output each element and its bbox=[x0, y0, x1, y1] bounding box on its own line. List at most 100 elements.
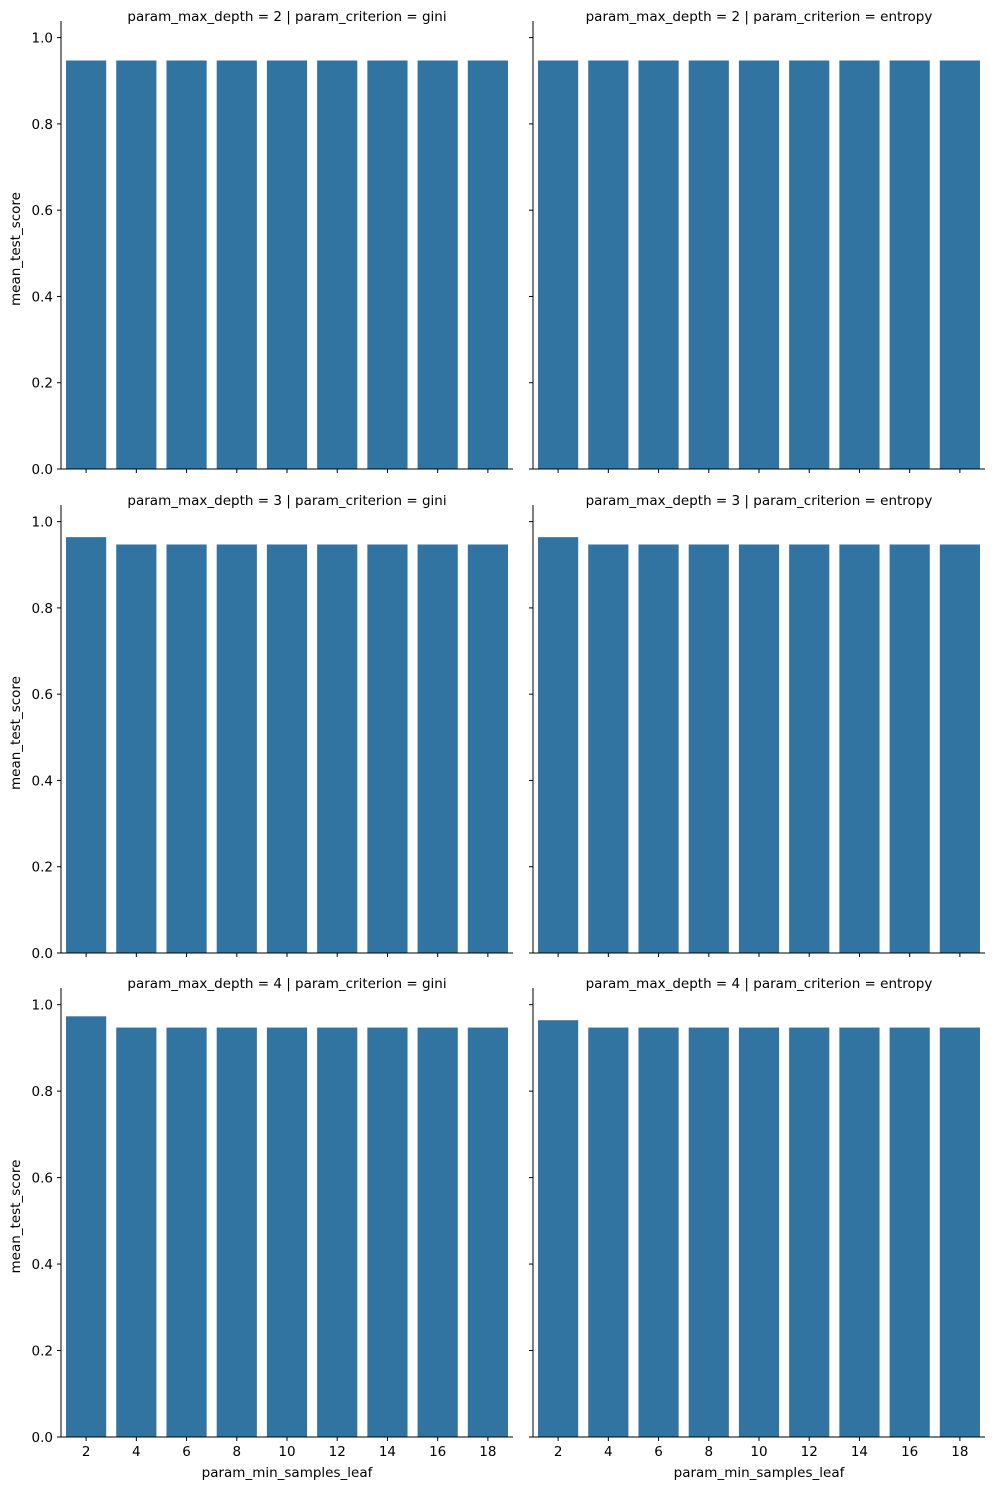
x-tick-label: 16 bbox=[901, 1444, 918, 1460]
bar bbox=[367, 60, 408, 470]
bar bbox=[889, 60, 930, 470]
bar bbox=[738, 1027, 780, 1437]
bar bbox=[116, 60, 157, 470]
y-tick-label: 0.2 bbox=[32, 1344, 53, 1360]
bar bbox=[317, 1027, 358, 1437]
bar bbox=[216, 544, 257, 953]
bar bbox=[417, 60, 458, 470]
bar bbox=[166, 544, 207, 953]
bar bbox=[688, 544, 729, 953]
x-tick-label: 4 bbox=[132, 1444, 141, 1460]
x-tick-label: 18 bbox=[479, 1444, 496, 1460]
bar bbox=[839, 544, 880, 953]
bar bbox=[638, 544, 679, 953]
bar bbox=[538, 1020, 579, 1437]
facet-panel: param_max_depth = 2 | param_criterion = … bbox=[8, 9, 513, 478]
facet-panel: param_max_depth = 4 | param_criterion = … bbox=[8, 976, 513, 1481]
bar bbox=[638, 1027, 679, 1437]
y-tick-label: 0.6 bbox=[32, 203, 53, 219]
bar bbox=[939, 60, 980, 470]
x-tick-label: 14 bbox=[379, 1444, 396, 1460]
bar bbox=[266, 1027, 308, 1437]
bar bbox=[367, 544, 408, 953]
bar bbox=[317, 544, 358, 953]
bar bbox=[216, 1027, 257, 1437]
y-axis-label: mean_test_score bbox=[8, 676, 24, 790]
x-tick-label: 4 bbox=[604, 1444, 613, 1460]
bar bbox=[588, 60, 629, 470]
facet-title: param_max_depth = 2 | param_criterion = … bbox=[586, 9, 933, 25]
y-tick-label: 1.0 bbox=[32, 31, 53, 47]
y-tick-label: 1.0 bbox=[32, 998, 53, 1014]
x-tick-label: 16 bbox=[429, 1444, 446, 1460]
bar bbox=[166, 60, 207, 470]
y-tick-label: 0.0 bbox=[32, 946, 53, 962]
bar bbox=[166, 1027, 207, 1437]
x-tick-label: 12 bbox=[801, 1444, 818, 1460]
bar bbox=[789, 544, 830, 953]
bar bbox=[588, 1027, 629, 1437]
bar bbox=[467, 60, 508, 470]
x-tick-label: 10 bbox=[278, 1444, 295, 1460]
x-tick-label: 18 bbox=[951, 1444, 968, 1460]
bar bbox=[789, 60, 830, 470]
facet-title: param_max_depth = 2 | param_criterion = … bbox=[127, 9, 446, 25]
bar bbox=[889, 544, 930, 953]
x-axis-label: param_min_samples_leaf bbox=[674, 1465, 846, 1481]
bar bbox=[216, 60, 257, 470]
bar bbox=[116, 1027, 157, 1437]
y-tick-label: 0.2 bbox=[32, 860, 53, 876]
facet-panel: param_max_depth = 2 | param_criterion = … bbox=[529, 9, 985, 473]
x-tick-label: 14 bbox=[851, 1444, 868, 1460]
bar bbox=[266, 60, 308, 470]
x-tick-label: 8 bbox=[232, 1444, 241, 1460]
facet-panel: param_max_depth = 3 | param_criterion = … bbox=[8, 493, 513, 962]
bar bbox=[939, 544, 980, 953]
bar bbox=[417, 544, 458, 953]
x-axis-label: param_min_samples_leaf bbox=[202, 1465, 374, 1481]
bar bbox=[638, 60, 679, 470]
x-tick-label: 10 bbox=[750, 1444, 767, 1460]
y-tick-label: 0.0 bbox=[32, 1430, 53, 1446]
x-tick-label: 2 bbox=[554, 1444, 563, 1460]
bar bbox=[538, 537, 579, 953]
x-tick-label: 12 bbox=[329, 1444, 346, 1460]
bar bbox=[317, 60, 358, 470]
bar bbox=[417, 1027, 458, 1437]
bar bbox=[939, 1027, 980, 1437]
facet-title: param_max_depth = 4 | param_criterion = … bbox=[586, 976, 933, 992]
y-tick-label: 0.0 bbox=[32, 462, 53, 478]
bar bbox=[116, 544, 157, 953]
y-tick-label: 0.6 bbox=[32, 1171, 53, 1187]
y-tick-label: 0.8 bbox=[32, 1084, 53, 1100]
bar bbox=[588, 544, 629, 953]
bar bbox=[467, 544, 508, 953]
y-tick-label: 0.4 bbox=[32, 773, 53, 789]
y-axis-label: mean_test_score bbox=[8, 1160, 24, 1274]
bar bbox=[839, 1027, 880, 1437]
facet-title: param_max_depth = 3 | param_criterion = … bbox=[127, 493, 446, 509]
bar bbox=[367, 1027, 408, 1437]
x-tick-label: 6 bbox=[182, 1444, 191, 1460]
bar bbox=[738, 544, 780, 953]
bar bbox=[889, 1027, 930, 1437]
y-tick-label: 0.8 bbox=[32, 601, 53, 617]
x-tick-label: 6 bbox=[654, 1444, 663, 1460]
bar bbox=[839, 60, 880, 470]
bar bbox=[266, 544, 308, 953]
bar bbox=[66, 1016, 107, 1437]
y-tick-label: 0.4 bbox=[32, 289, 53, 305]
facet-panel: param_max_depth = 3 | param_criterion = … bbox=[529, 493, 985, 957]
facet-panel: param_max_depth = 4 | param_criterion = … bbox=[529, 976, 985, 1481]
bar bbox=[66, 60, 107, 470]
bar bbox=[688, 1027, 729, 1437]
x-tick-label: 2 bbox=[82, 1444, 91, 1460]
bar bbox=[738, 60, 780, 470]
y-tick-label: 1.0 bbox=[32, 515, 53, 531]
facet-title: param_max_depth = 3 | param_criterion = … bbox=[586, 493, 933, 509]
x-tick-label: 8 bbox=[704, 1444, 713, 1460]
y-axis-label: mean_test_score bbox=[8, 192, 24, 306]
bar bbox=[789, 1027, 830, 1437]
facet-title: param_max_depth = 4 | param_criterion = … bbox=[127, 976, 446, 992]
bar bbox=[467, 1027, 508, 1437]
